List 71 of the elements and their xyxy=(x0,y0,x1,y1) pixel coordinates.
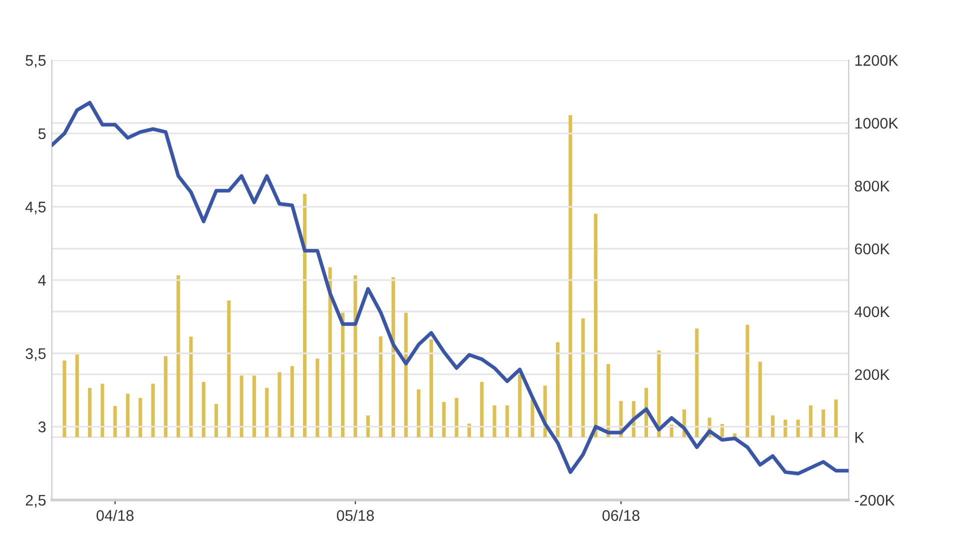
y2-tick-label: 800K xyxy=(854,180,890,192)
x-tick-label: 05/18 xyxy=(336,510,374,521)
x-tick-label: 04/18 xyxy=(96,510,134,521)
bar xyxy=(657,350,661,438)
bar xyxy=(366,415,370,438)
y2-tick-label: 1000K xyxy=(855,118,898,129)
bar xyxy=(758,362,762,438)
y2-tick-label: 400K xyxy=(854,306,890,318)
bar xyxy=(834,399,838,438)
y-tick-label: 4,5 xyxy=(25,202,46,214)
y2-tick-label: K xyxy=(855,432,864,443)
bar xyxy=(568,115,572,438)
bar xyxy=(316,358,320,438)
bar xyxy=(770,415,775,438)
y-tick-label: 5 xyxy=(38,128,46,140)
bar xyxy=(594,214,598,438)
bar xyxy=(416,389,420,438)
bar xyxy=(454,398,458,438)
y-tick-label: 2,5 xyxy=(26,494,46,508)
bar xyxy=(530,399,534,438)
bar xyxy=(518,374,522,438)
bar xyxy=(202,382,206,438)
bar xyxy=(100,384,104,438)
y-tick-label: 3 xyxy=(38,422,46,432)
bar xyxy=(252,376,256,438)
y-tick-label: 5,5 xyxy=(26,55,46,68)
bar xyxy=(176,275,180,438)
bar xyxy=(328,267,332,438)
bar xyxy=(378,336,382,438)
bar xyxy=(796,420,800,438)
bar xyxy=(290,366,294,438)
bar xyxy=(480,382,484,438)
bar xyxy=(113,406,117,438)
bar xyxy=(505,405,509,438)
bar xyxy=(822,410,826,438)
bar xyxy=(303,194,307,438)
y-tick-label: 3,5 xyxy=(26,348,46,361)
bar xyxy=(695,328,699,438)
bar xyxy=(189,336,193,438)
bar xyxy=(492,405,496,438)
bar xyxy=(746,324,750,438)
bar xyxy=(606,364,610,438)
bar xyxy=(808,405,812,438)
bar xyxy=(227,300,231,438)
bar xyxy=(340,312,345,438)
bar xyxy=(214,404,218,438)
bar xyxy=(151,384,155,438)
y2-tick-label: 200K xyxy=(854,369,890,380)
bar xyxy=(62,360,66,438)
bar xyxy=(404,312,408,438)
bar xyxy=(240,376,244,438)
bar xyxy=(354,275,358,438)
y2-tick-label: -200K xyxy=(854,494,895,506)
bar xyxy=(442,402,446,438)
bar xyxy=(392,277,396,438)
line-series xyxy=(52,100,849,476)
bar xyxy=(88,388,92,438)
bar xyxy=(430,339,434,438)
bar xyxy=(164,356,168,438)
y-tick-label: 4 xyxy=(38,275,46,286)
bar xyxy=(278,372,282,438)
bar xyxy=(265,388,269,438)
y2-tick-label: 1200K xyxy=(855,55,898,66)
bar xyxy=(126,394,130,438)
x-tick-label: 06/18 xyxy=(602,510,640,521)
bar xyxy=(75,354,79,438)
bar xyxy=(784,420,788,438)
bar xyxy=(556,342,560,438)
bar xyxy=(138,398,142,438)
bar xyxy=(581,318,585,438)
y2-tick-label: 600K xyxy=(854,244,890,254)
